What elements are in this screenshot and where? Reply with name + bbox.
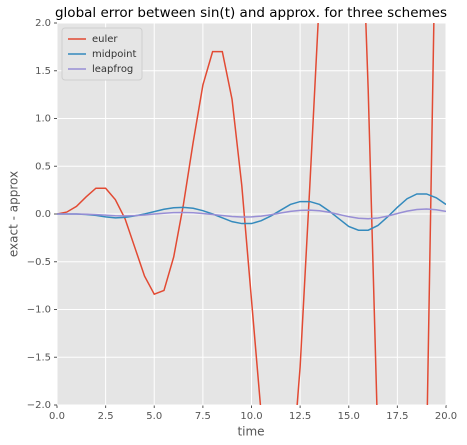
y-tick-label: 0.0 [35, 209, 51, 220]
x-tick-label: 10.0 [240, 411, 262, 422]
line [57, 208, 446, 220]
legend-box [61, 27, 143, 81]
line [57, 193, 446, 231]
legend-label: midpoint [92, 49, 136, 60]
x-tick-label: 17.5 [386, 411, 408, 422]
x-tick-label: 12.5 [289, 411, 311, 422]
x-tick-label: 15.0 [338, 411, 360, 422]
line [57, 23, 435, 405]
y-tick-label: 2.0 [35, 18, 51, 29]
y-tick-label: −0.5 [27, 257, 51, 268]
x-tick-label: 2.5 [98, 411, 114, 422]
x-tick-label: 0.0 [49, 411, 65, 422]
y-tick-label: −1.0 [27, 305, 51, 316]
chart-title: global error between sin(t) and approx. … [55, 5, 447, 21]
x-axis-label: time [237, 425, 264, 439]
x-tick-label: 5.0 [146, 411, 162, 422]
legend-label: euler [92, 34, 118, 45]
y-tick-label: −1.5 [27, 352, 51, 363]
y-tick-label: 1.0 [35, 114, 51, 125]
y-axis-label: exact - approx [7, 171, 21, 257]
legend-label: leapfrog [92, 64, 133, 75]
x-tick-label: 20.0 [435, 411, 457, 422]
y-tick-label: 0.5 [35, 161, 51, 172]
x-tick-label: 7.5 [195, 411, 211, 422]
y-tick-label: 1.5 [35, 66, 51, 77]
y-tick-label: −2.0 [27, 400, 51, 411]
